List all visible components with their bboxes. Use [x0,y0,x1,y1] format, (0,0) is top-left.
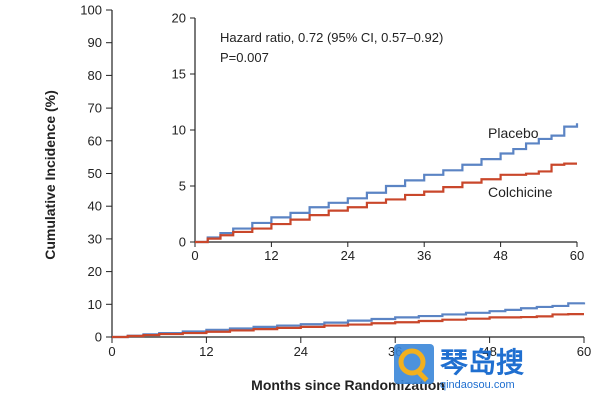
main-y-tick-label: 70 [88,101,102,116]
main-y-tick-label: 40 [88,199,102,214]
main-y-tick-label: 60 [88,133,102,148]
y-axis-title: Cumulative Incidence (%) [42,90,58,260]
watermark-text: 琴岛搜 [440,346,524,379]
p-value-annotation: P=0.007 [220,50,269,65]
inset-x-tick-label: 24 [341,248,355,263]
main-x-tick-label: 24 [294,344,308,359]
main-y-tick-label: 90 [88,35,102,50]
main-series [112,302,586,339]
main-x-tick-label: 48 [482,344,496,359]
main-y-tick-label: 30 [88,231,102,246]
watermark-logo-icon [394,344,434,384]
inset-x-tick-label: 60 [570,248,584,263]
inset-x-tick-label: 0 [191,248,198,263]
inset-background [165,10,587,269]
main-placebo-curve [112,302,586,339]
main-y-tick-label: 80 [88,68,102,83]
main-x-tick-label: 0 [108,344,115,359]
main-y-tick-label: 10 [88,297,102,312]
main-y-tick-label: 20 [88,264,102,279]
watermark: 琴岛搜 qindaosou.com [394,344,524,391]
inset-y-tick-label: 0 [179,235,186,250]
inset-series [195,123,579,244]
inset-axes: 0 12 24 36 48 60 0 5 10 15 20 [165,10,587,269]
placebo-label: Placebo [488,125,539,141]
main-y-tick-label: 50 [88,166,102,181]
main-y-tick-label: 0 [95,330,102,345]
watermark-url: qindaosou.com [440,379,515,391]
inset-y-tick-label: 5 [179,179,186,194]
inset-colchicine-curve [195,162,577,244]
inset-y-tick-label: 10 [172,123,186,138]
inset-y-tick-label: 20 [172,11,186,26]
inset-x-tick-label: 48 [493,248,507,263]
main-x-tick-label: 60 [577,344,591,359]
inset-placebo-curve [195,123,579,244]
main-x-tick-label: 12 [199,344,213,359]
inset-x-tick-label: 36 [417,248,431,263]
inset-y-tick-label: 15 [172,67,186,82]
inset-x-tick-label: 12 [264,248,278,263]
hazard-ratio-annotation: Hazard ratio, 0.72 (95% CI, 0.57–0.92) [220,30,443,45]
colchicine-label: Colchicine [488,184,553,200]
main-y-tick-label: 100 [80,3,102,18]
main-colchicine-curve [112,313,584,339]
